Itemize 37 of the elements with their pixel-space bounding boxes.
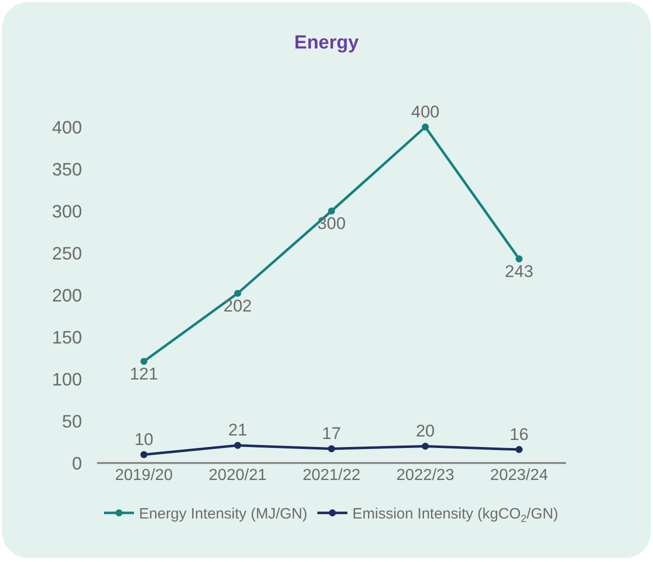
y-tick-label: 100: [52, 369, 82, 390]
y-tick-label: 300: [52, 201, 82, 222]
point: [140, 451, 148, 458]
y-tick-label: 200: [52, 285, 82, 306]
legend-label: Emission Intensity (kgCO$_{2}$/GN): [352, 506, 558, 525]
data-label: 400: [411, 102, 440, 122]
y-tick-label: 0: [72, 453, 82, 474]
data-label: 243: [504, 262, 534, 282]
data-label: 202: [224, 296, 252, 316]
x-tick-label: 2020/21: [208, 467, 267, 484]
x-tick-label: 2019/20: [114, 467, 173, 484]
point: [140, 358, 148, 365]
data-label: 10: [134, 430, 154, 449]
point: [422, 124, 429, 130]
point: [328, 208, 335, 214]
point: [516, 446, 523, 454]
x-tick-label: 2023/24: [490, 467, 548, 484]
x-tick-label: 2021/22: [302, 467, 361, 484]
data-label: 20: [416, 422, 435, 441]
data-label: 21: [228, 420, 248, 440]
y-tick-label: 250: [52, 243, 82, 264]
data-label: 300: [317, 214, 346, 234]
point: [422, 442, 429, 450]
data-label: 121: [130, 364, 158, 384]
chart-title: Energy: [294, 32, 360, 54]
legend-label: Energy Intensity (MJ/GN): [139, 506, 308, 523]
point: [516, 255, 523, 262]
point: [234, 290, 242, 297]
x-tick-label: 2022/23: [396, 467, 454, 484]
data-label: 17: [322, 424, 341, 444]
y-tick-label: 50: [62, 411, 82, 432]
point: [234, 442, 242, 449]
y-tick-label: 400: [52, 117, 82, 138]
point: [328, 445, 335, 452]
y-tick-label: 150: [52, 327, 82, 348]
y-tick-label: 350: [52, 159, 82, 180]
data-label: 16: [510, 424, 529, 444]
